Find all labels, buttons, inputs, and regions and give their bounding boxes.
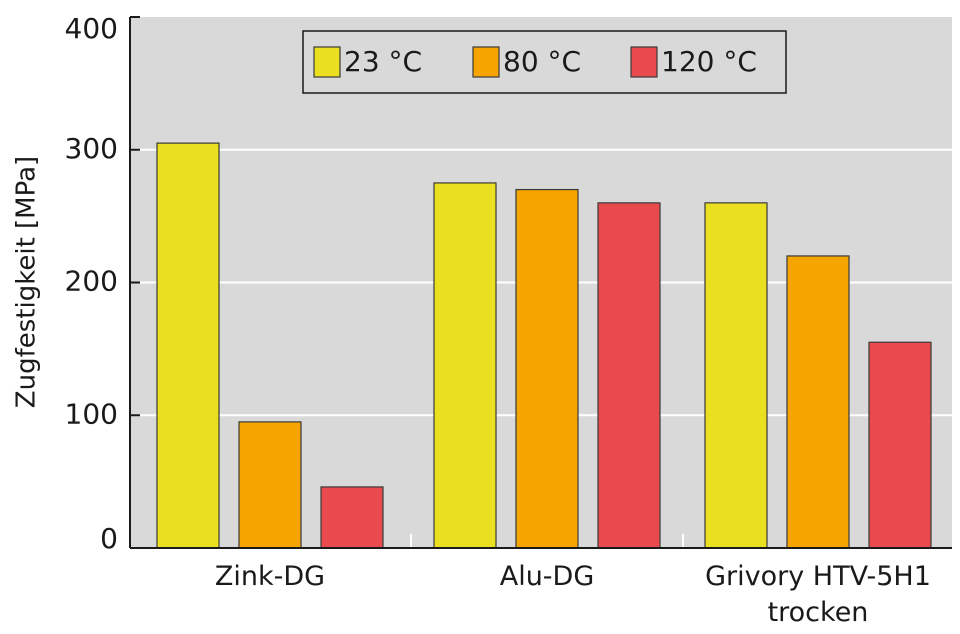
legend: 23 °C 80 °C 120 °C [302,30,787,94]
y-axis-title: Zugfestigkeit [MPa] [12,156,42,408]
category-label: Grivory HTV-5H1 [705,561,931,592]
y-tick-label: 100 [65,397,118,430]
bar [515,188,579,549]
bar [156,142,220,549]
y-tick-label: 0 [100,522,118,555]
legend-label: 23 °C [344,45,422,78]
category-label: trocken [768,597,869,628]
legend-swatch [313,46,341,78]
bar [597,202,661,549]
bar [704,202,768,549]
y-tick-label: 200 [65,265,118,298]
y-axis-ticks: 0 100 200 300 400 [65,12,140,555]
x-axis-ticks [410,534,684,548]
category-label: Zink-DG [215,561,325,592]
legend-box [302,30,787,94]
legend-swatch [472,46,500,78]
legend-label: 80 °C [503,45,581,78]
category-label: Alu-DG [500,561,595,592]
category-labels: Zink-DG Alu-DG Grivory HTV-5H1 trocken [215,561,931,628]
bars [156,142,932,549]
bar [786,255,850,549]
bar [433,182,497,549]
bar [868,341,932,549]
legend-label: 120 °C [661,45,757,78]
y-tick-label: 300 [65,132,118,165]
bar [320,486,384,549]
legend-swatch [630,46,658,78]
y-tick-label: 400 [65,12,118,45]
bar [238,421,302,549]
